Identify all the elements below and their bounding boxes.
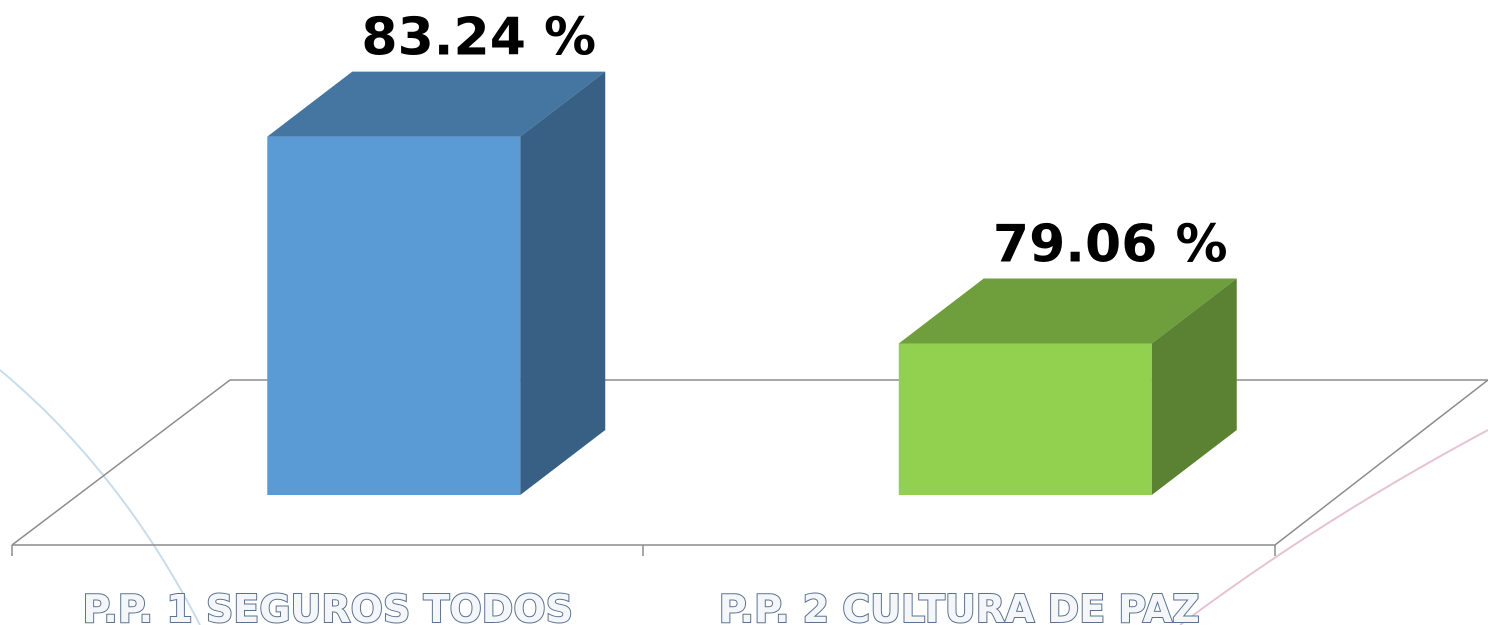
value-label: 83.24 % xyxy=(361,8,596,68)
decoration xyxy=(0,369,201,625)
bar-top xyxy=(267,71,606,137)
bar-top xyxy=(898,278,1237,344)
bar xyxy=(898,343,1152,495)
x-tick-label: P.P. 1 SEGUROS TODOS xyxy=(83,587,574,625)
bar-side xyxy=(520,71,606,496)
bar-side xyxy=(1151,278,1237,495)
x-tick-label: P.P. 2 CULTURA DE PAZ xyxy=(719,587,1200,625)
floor xyxy=(11,379,1488,556)
decoration xyxy=(1179,429,1488,625)
value-label: 79.06 % xyxy=(993,215,1228,275)
bar xyxy=(267,136,521,495)
